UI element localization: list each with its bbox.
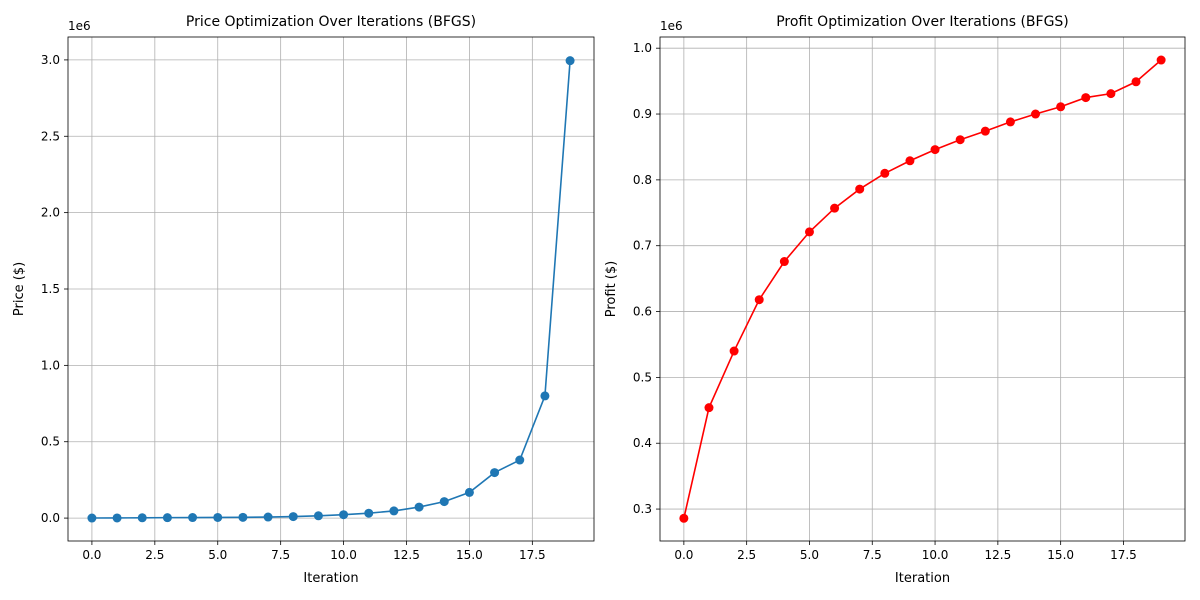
x-tick-label: 0.0: [82, 548, 101, 562]
data-point: [804, 227, 814, 237]
y-tick-label: 1.0: [41, 358, 60, 372]
data-point: [1056, 102, 1066, 112]
data-point: [490, 468, 500, 478]
y-tick-label: 0.9: [633, 107, 652, 121]
data-point: [729, 346, 739, 356]
y-tick-label: 2.5: [41, 129, 60, 143]
data-point: [213, 512, 223, 522]
y-tick-label: 0.6: [633, 305, 652, 319]
x-tick-label: 5.0: [208, 548, 227, 562]
data-point: [87, 513, 97, 523]
data-point: [540, 391, 550, 401]
y-offset-label: 1e6: [68, 19, 91, 33]
data-point: [389, 506, 399, 516]
data-point: [754, 295, 764, 305]
data-point: [565, 56, 575, 66]
data-point: [1031, 109, 1041, 119]
x-axis-label: Iteration: [895, 571, 950, 586]
data-point: [162, 513, 172, 523]
y-tick-label: 0.0: [41, 511, 60, 525]
x-tick-label: 15.0: [456, 548, 483, 562]
y-tick-label: 0.5: [633, 370, 652, 384]
data-point: [112, 513, 122, 523]
y-axis-label: Price ($): [12, 262, 27, 316]
y-tick-label: 0.7: [633, 239, 652, 253]
series-line: [683, 59, 1162, 519]
data-point: [464, 487, 474, 497]
plot-frame: [659, 36, 1186, 542]
data-point: [288, 512, 298, 522]
data-point: [339, 510, 349, 520]
x-tick-label: 12.5: [393, 548, 420, 562]
data-point: [188, 513, 198, 523]
data-point: [855, 184, 865, 194]
y-tick-label: 0.5: [41, 435, 60, 449]
data-point: [905, 156, 915, 166]
y-tick-label: 0.8: [633, 173, 652, 187]
x-tick-label: 2.5: [737, 548, 756, 562]
gridlines: [68, 37, 594, 541]
y-offset-label: 1e6: [660, 19, 683, 33]
x-tick-label: 12.5: [984, 548, 1011, 562]
y-tick-label: 0.4: [633, 436, 652, 450]
y-tick-label: 1.0: [633, 41, 652, 55]
data-point: [313, 511, 323, 521]
data-point: [439, 497, 449, 507]
x-tick-label: 10.0: [922, 548, 949, 562]
x-tick-label: 7.5: [271, 548, 290, 562]
data-point: [238, 512, 248, 522]
x-tick-label: 2.5: [145, 548, 164, 562]
y-tick-label: 1.5: [41, 282, 60, 296]
data-point: [137, 513, 147, 523]
data-point: [930, 145, 940, 155]
data-point: [779, 257, 789, 267]
data-point: [704, 403, 714, 413]
x-tick-label: 5.0: [800, 548, 819, 562]
x-tick-label: 17.5: [519, 548, 546, 562]
data-point: [1106, 89, 1116, 99]
x-tick-label: 0.0: [674, 548, 693, 562]
y-axis-label: Profit ($): [604, 261, 619, 317]
data-point: [830, 203, 840, 213]
data-point: [955, 135, 965, 145]
data-point: [980, 126, 990, 136]
chart-title: Price Optimization Over Iterations (BFGS…: [186, 14, 476, 30]
data-point: [1081, 93, 1091, 103]
x-tick-label: 10.0: [330, 548, 357, 562]
x-tick-label: 15.0: [1047, 548, 1074, 562]
gridlines: [660, 37, 1185, 541]
x-axis-label: Iteration: [303, 571, 358, 586]
y-tick-label: 0.3: [633, 502, 652, 516]
data-point: [1156, 55, 1166, 65]
y-tick-label: 3.0: [41, 53, 60, 67]
x-tick-label: 7.5: [863, 548, 882, 562]
x-tick-label: 17.5: [1110, 548, 1137, 562]
y-tick-label: 2.0: [41, 206, 60, 220]
data-point: [679, 513, 689, 523]
data-point: [880, 168, 890, 178]
data-point: [515, 455, 525, 465]
data-point: [1131, 77, 1141, 87]
data-point: [364, 508, 374, 518]
data-point: [414, 502, 424, 512]
chart-2: 0.0 2.5 5.0 7.5 10.0 12.5 15.0 17.5 0.3 0.4 0.5 0.6…: [604, 14, 1186, 586]
chart-title: Profit Optimization Over Iterations (BFG…: [776, 14, 1069, 30]
data-point: [263, 512, 273, 522]
chart-1: 0.0 2.5 5.0 7.5 10.0 12.5 15.0 17.5 0.0 0.5 1.0 1.5…: [12, 14, 595, 586]
data-point: [1005, 117, 1015, 127]
